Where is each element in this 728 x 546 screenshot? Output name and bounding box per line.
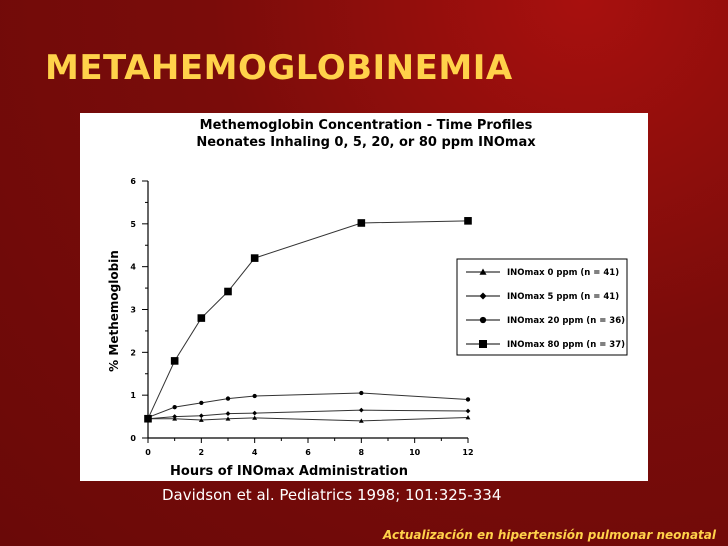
- y-axis-label: % Methemoglobin: [107, 250, 121, 372]
- chart-title: Methemoglobin Concentration - Time Profi…: [200, 118, 533, 133]
- y-tick-label: 2: [130, 348, 136, 357]
- x-tick-label: 12: [462, 448, 473, 457]
- footer-text: Actualización en hipertensión pulmonar n…: [383, 528, 716, 542]
- y-tick-label: 5: [130, 220, 136, 229]
- x-tick-label: 8: [359, 448, 365, 457]
- data-point-diamond: [225, 411, 231, 416]
- x-tick-label: 6: [305, 448, 311, 457]
- data-point-square: [224, 287, 232, 296]
- citation: Davidson et al. Pediatrics 1998; 101:325…: [162, 486, 502, 504]
- series-line-diamond: [147, 409, 469, 420]
- data-point-diamond: [198, 413, 204, 419]
- data-point-square: [464, 217, 472, 225]
- data-point-square: [357, 219, 366, 227]
- x-axis-label: Hours of INOmax Administration: [170, 464, 408, 479]
- legend-label: INOmax 0 ppm (n = 41): [507, 268, 619, 278]
- data-point-square: [250, 254, 259, 262]
- legend-label: INOmax 20 ppm (n = 36): [507, 316, 625, 326]
- legend-marker-square: [479, 340, 487, 348]
- data-point-diamond: [172, 414, 178, 419]
- data-point-diamond: [252, 410, 258, 416]
- data-point-square: [197, 314, 206, 322]
- legend-marker-circle: [479, 316, 487, 324]
- data-point-circle: [252, 393, 257, 399]
- y-tick-label: 3: [130, 306, 136, 315]
- x-tick-label: 0: [145, 448, 151, 457]
- legend-label: INOmax 5 ppm (n = 41): [507, 292, 619, 302]
- chart-panel: Methemoglobin Concentration - Time Profi…: [80, 113, 648, 481]
- x-tick-label: 10: [409, 448, 421, 457]
- data-point-triangle: [225, 416, 231, 421]
- data-point-circle: [199, 400, 204, 406]
- data-point-triangle: [198, 417, 204, 422]
- data-point-circle: [225, 396, 231, 401]
- data-point-square: [170, 357, 179, 365]
- y-tick-label: 4: [130, 263, 136, 272]
- x-tick-label: 4: [252, 448, 258, 457]
- series-markers: [144, 217, 472, 423]
- x-tick-label: 2: [199, 448, 205, 457]
- data-point-triangle: [358, 418, 364, 423]
- series-line-square: [147, 220, 469, 419]
- series-line-triangle: [148, 416, 469, 422]
- series-lines: [147, 220, 469, 422]
- methemoglobin-chart: Methemoglobin Concentration - Time Profi…: [107, 118, 628, 479]
- series-line-circle: [147, 392, 469, 418]
- data-point-circle: [172, 405, 177, 410]
- data-point-square: [144, 414, 152, 423]
- legend: INOmax 0 ppm (n = 41) INOmax 5 ppm (n = 4…: [456, 258, 628, 356]
- y-tick-label: 1: [130, 391, 136, 400]
- data-point-triangle: [252, 415, 258, 420]
- slide-title: METAHEMOGLOBINEMIA: [45, 48, 513, 88]
- data-point-circle: [465, 397, 471, 402]
- data-point-circle: [359, 390, 364, 396]
- data-point-triangle: [465, 415, 471, 420]
- data-point-diamond: [465, 408, 471, 414]
- legend-marker-diamond: [479, 292, 487, 300]
- data-point-diamond: [358, 407, 364, 413]
- legend-marker-triangle: [479, 268, 487, 275]
- legend-box: [456, 258, 628, 356]
- legend-label: INOmax 80 ppm (n = 37): [507, 340, 625, 350]
- y-tick-label: 0: [130, 434, 136, 443]
- chart-subtitle: Neonates Inhaling 0, 5, 20, or 80 ppm IN…: [196, 135, 536, 150]
- y-tick-label: 6: [130, 177, 136, 186]
